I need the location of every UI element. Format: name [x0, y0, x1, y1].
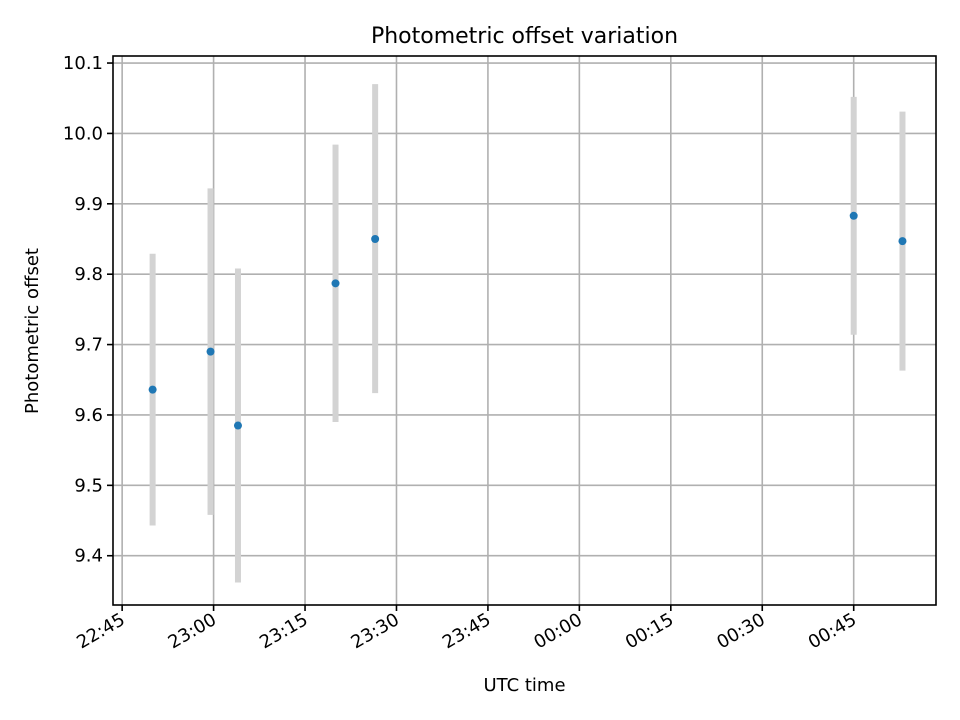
- y-tick-label: 9.9: [74, 194, 103, 215]
- x-axis-label: UTC time: [483, 675, 565, 696]
- y-tick-label: 9.5: [74, 475, 103, 496]
- y-tick-label: 10.0: [63, 123, 103, 144]
- data-point: [331, 279, 340, 288]
- y-axis-label: Photometric offset: [22, 248, 43, 414]
- data-point: [898, 237, 907, 246]
- data-points: [148, 211, 907, 430]
- chart-title: Photometric offset variation: [371, 24, 678, 49]
- data-point: [849, 211, 858, 220]
- data-point: [371, 235, 380, 243]
- y-tick-label: 9.8: [74, 264, 103, 285]
- y-tick-label: 9.7: [74, 335, 103, 356]
- y-tick-label: 9.6: [74, 405, 103, 426]
- plot-frame: [112, 55, 937, 606]
- data-point: [148, 385, 157, 394]
- y-tick-label: 10.1: [63, 53, 103, 74]
- data-point: [206, 347, 215, 356]
- y-tick-label: 9.4: [74, 546, 103, 567]
- y-axis-ticks: 9.4 9.5 9.6 9.7 9.8 9.9 10.0 10.1: [63, 53, 113, 567]
- data-point: [233, 421, 242, 430]
